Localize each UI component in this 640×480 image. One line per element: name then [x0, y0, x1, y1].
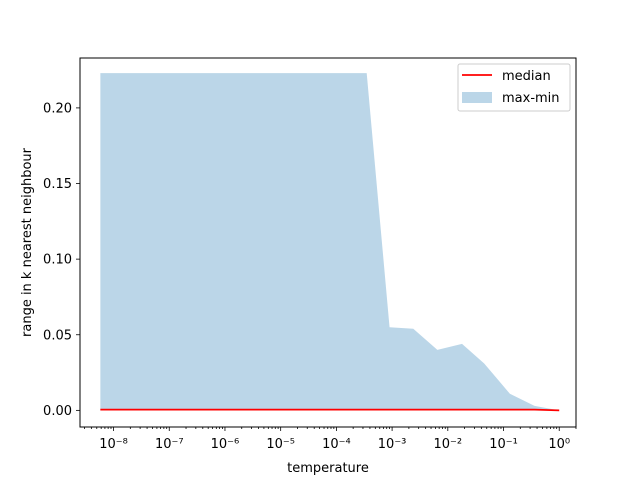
x-tick-label: 10⁻⁴ — [322, 437, 351, 452]
x-axis: 10⁻⁸ 10⁻⁷ 10⁻⁶ 10⁻⁵ 10⁻⁴ 10⁻³ 10⁻² 10⁻¹ 10⁰ — [84, 427, 577, 452]
y-axis: 0.00 0.05 0.10 0.15 0.20 — [43, 101, 80, 419]
y-tick-label: 0.05 — [43, 328, 72, 343]
plot-area — [100, 73, 560, 412]
x-tick-label: 10⁰ — [548, 437, 570, 452]
x-tick-label: 10⁻² — [433, 437, 462, 452]
x-tick-label: 10⁻¹ — [489, 437, 518, 452]
x-tick-label: 10⁻⁸ — [99, 437, 128, 452]
x-tick-label: 10⁻⁵ — [266, 437, 295, 452]
legend-label-max-min: max-min — [502, 91, 560, 106]
x-axis-label: temperature — [287, 461, 369, 476]
y-tick-label: 0.15 — [43, 177, 72, 192]
y-axis-label: range in k nearest neighbour — [20, 147, 35, 337]
y-tick-label: 0.10 — [43, 253, 72, 268]
x-tick-label: 10⁻⁷ — [155, 437, 184, 452]
legend-label-median: median — [502, 69, 551, 84]
y-tick-label: 0.20 — [43, 101, 72, 116]
series-line-median — [100, 408, 560, 412]
x-tick-label: 10⁻⁶ — [211, 437, 240, 452]
x-tick-label: 10⁻³ — [378, 437, 407, 452]
legend-swatch-max-min — [462, 92, 492, 103]
y-tick-label: 0.00 — [43, 404, 72, 419]
legend: median max-min — [457, 63, 571, 112]
series-band-max-min — [100, 73, 560, 411]
